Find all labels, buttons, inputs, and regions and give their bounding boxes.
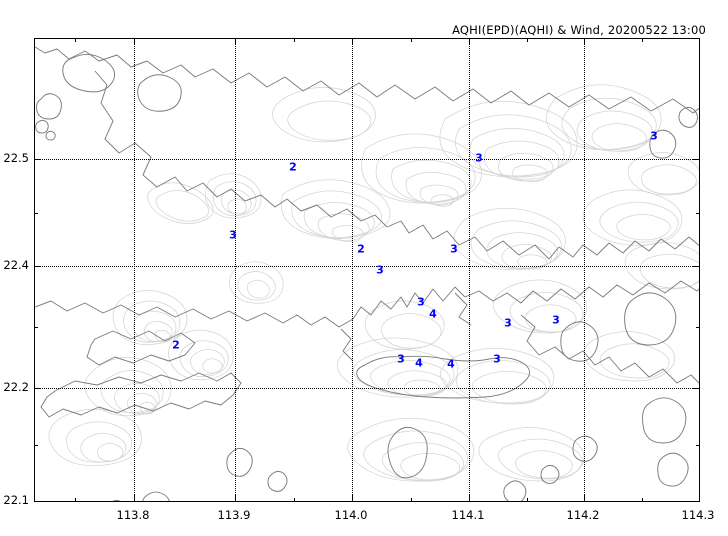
map-basemap-svg [35,46,699,501]
xtick-113.9 [235,495,236,501]
station-label: 4 [447,357,455,371]
xtick-minor [75,498,76,501]
xaxis-label-113.9: 113.9 [217,508,251,522]
station-label: 3 [475,151,483,165]
station-label: 2 [172,338,180,352]
station-label: 3 [376,263,384,277]
station-label: 3 [229,228,237,242]
station-label: 3 [417,295,425,309]
station-label: 3 [650,129,658,143]
xtick-top-113.8 [134,39,135,45]
ytick-minor [35,327,38,328]
ytick-right-minor [696,213,699,214]
ytick-22.2 [35,388,41,389]
map-plot-area: 2 3 3 2 3 3 3 4 3 3 3 4 4 3 2 3 [34,38,700,502]
ytick-right-22.4 [693,266,699,267]
station-label: 2 [357,242,365,256]
xtick-top-114.0 [352,39,353,45]
xtick-top-113.9 [235,39,236,45]
ytick-right-minor [696,327,699,328]
xaxis-label-114.2: 114.2 [566,508,600,522]
xaxis-label-114.3: 114.3 [681,508,715,522]
chart-title: AQHI(EPD)(AQHI) & Wind, 20200522 13:00 [452,23,706,37]
ytick-right-minor [696,445,699,446]
coastlines [35,46,699,501]
xtick-114.2 [584,495,585,501]
yaxis-label-22.1: 22.1 [3,493,29,507]
xtick-113.8 [134,495,135,501]
ytick-22.1 [34,501,41,502]
ytick-minor [35,213,38,214]
ytick-22.4 [35,266,41,267]
station-label: 3 [450,242,458,256]
ytick-right-22.5 [693,159,699,160]
xtick-minor [411,498,412,501]
xtick-114.3 [699,495,700,502]
xtick-top-minor [294,39,295,42]
xtick-top-minor [527,39,528,42]
station-label: 2 [289,160,297,174]
xaxis-label-114.0: 114.0 [334,508,368,522]
xtick-minor [642,498,643,501]
contour-lines [48,84,699,482]
station-label: 3 [397,352,405,366]
xtick-114.0 [352,495,353,501]
yaxis-label-22.5: 22.5 [3,151,29,165]
xaxis-label-114.1: 114.1 [451,508,485,522]
xtick-minor [527,498,528,501]
xtick-top-minor [411,39,412,42]
ytick-minor [35,445,38,446]
ytick-22.5 [35,159,41,160]
station-label: 4 [415,356,423,370]
xaxis-label-113.8: 113.8 [116,508,150,522]
ytick-right-22.2 [693,388,699,389]
xtick-top-minor [75,39,76,42]
xtick-114.1 [469,495,470,501]
station-label: 3 [493,352,501,366]
station-label: 3 [504,316,512,330]
xtick-top-114.2 [584,39,585,45]
xtick-top-114.1 [469,39,470,45]
xtick-minor [294,498,295,501]
station-label: 4 [429,307,437,321]
xtick-top-minor [642,39,643,42]
station-label: 3 [552,313,560,327]
yaxis-label-22.4: 22.4 [3,258,29,272]
yaxis-label-22.2: 22.2 [3,380,29,394]
